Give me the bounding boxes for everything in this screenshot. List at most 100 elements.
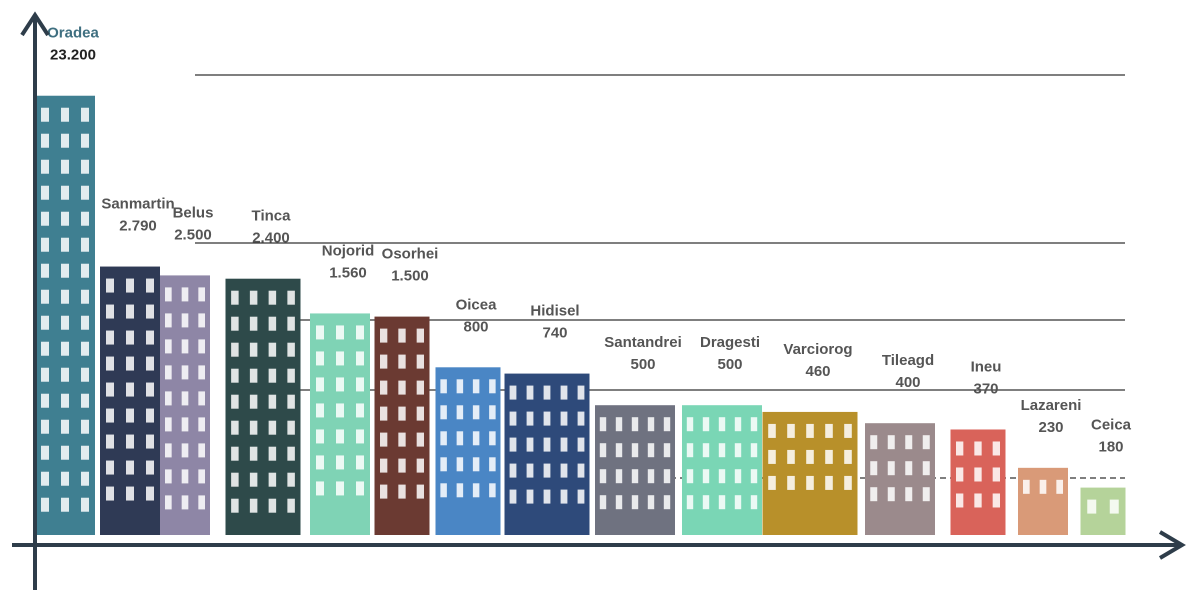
window [316,325,324,340]
window [61,445,69,460]
window [336,403,344,418]
window [750,417,758,432]
window [509,489,517,504]
window [768,423,776,438]
window [336,325,344,340]
building [435,367,501,535]
window [825,475,833,490]
window [825,423,833,438]
window [686,417,694,432]
window [165,469,172,484]
window [380,458,388,473]
window [181,391,189,406]
window [380,328,388,343]
window [268,394,277,409]
window [992,493,1000,508]
window [336,481,344,496]
window [61,497,69,512]
window [268,472,277,487]
window [663,417,671,432]
window [922,435,930,450]
window [165,391,172,406]
window [146,382,154,397]
window [974,493,982,508]
window [231,498,239,513]
window [599,469,607,484]
window [106,278,114,293]
town-name: Osorhei [382,246,439,263]
window [631,469,639,484]
window [398,354,406,369]
window [126,434,134,449]
window [61,107,69,122]
window [663,495,671,510]
window [61,185,69,200]
window [61,315,69,330]
window [1023,479,1030,494]
window [61,211,69,226]
window [615,469,623,484]
window [231,420,239,435]
window [287,420,295,435]
window [870,435,878,450]
window [106,486,114,501]
window [287,446,295,461]
window [718,495,726,510]
window [686,443,694,458]
town-name: Hidisel [530,303,579,320]
window [647,443,655,458]
town-name: Varciorog [783,341,852,358]
population-label: 400 [895,374,920,391]
window [146,330,154,345]
window [165,313,172,328]
window [316,403,324,418]
window [181,313,189,328]
window [456,405,464,420]
window [702,417,710,432]
axes [12,11,1186,590]
window [41,393,49,408]
window [887,487,895,502]
window [526,489,534,504]
window [615,495,623,510]
window [249,290,258,305]
window [336,429,344,444]
window [509,411,517,426]
window [456,457,464,472]
population-label: 23.200 [50,47,96,64]
window [316,429,324,444]
window [440,405,447,420]
window [440,483,447,498]
window [787,449,795,464]
window [268,420,277,435]
window [146,278,154,293]
window [870,461,878,476]
window [287,394,295,409]
window [356,429,364,444]
window [380,484,388,499]
window [287,342,295,357]
window [416,380,424,395]
window [768,475,776,490]
window [287,498,295,513]
window [81,159,89,174]
population-label: 500 [717,356,742,373]
town-name: Oradea [47,25,99,42]
window [647,469,655,484]
window [249,394,258,409]
window [887,435,895,450]
window [702,469,710,484]
window [165,287,172,302]
window [81,315,89,330]
town-name: Dragesti [700,334,760,351]
window [41,159,49,174]
window [416,406,424,421]
window [489,405,496,420]
window [165,495,172,510]
window [356,403,364,418]
window [1109,499,1119,514]
window [750,469,758,484]
window [870,487,878,502]
window [81,393,89,408]
window [61,237,69,252]
